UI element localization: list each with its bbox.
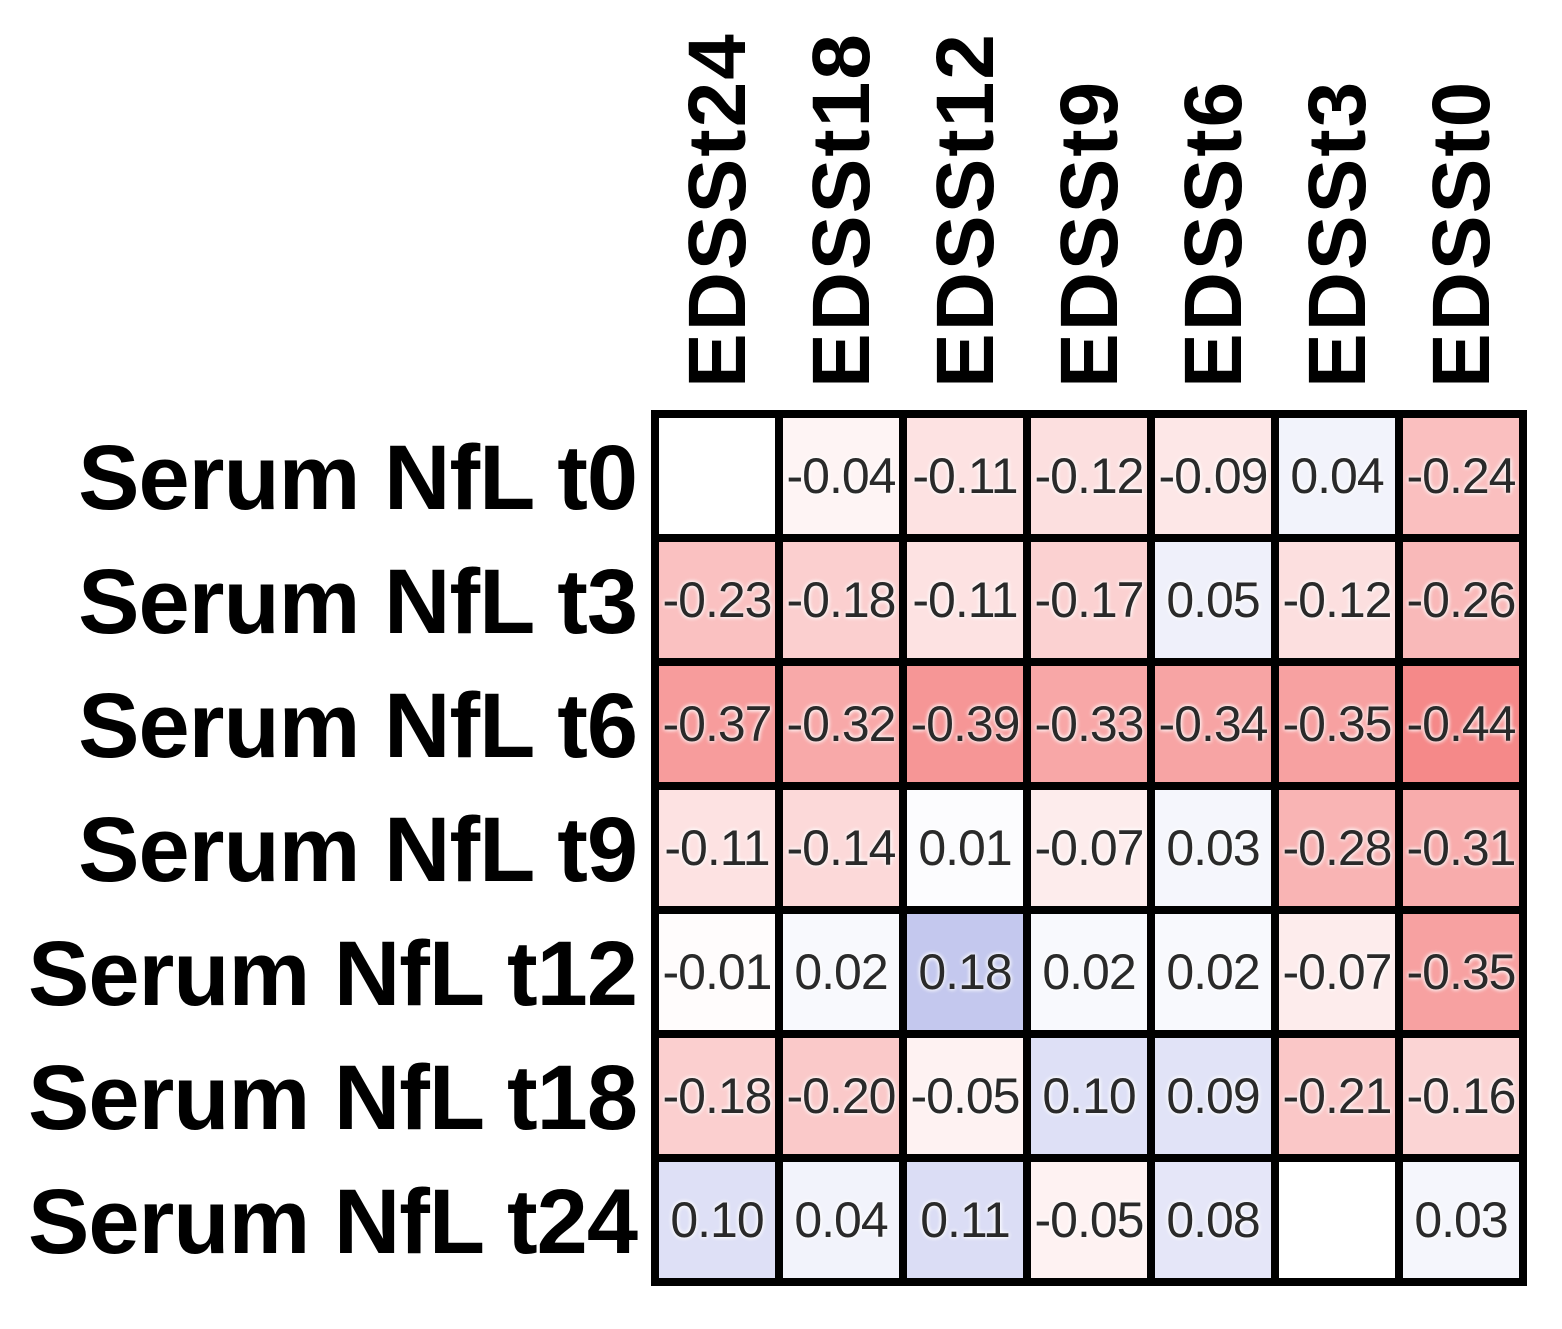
heatmap-cell-r6-c5: 0.09 [1155, 1038, 1271, 1154]
heatmap-cell-r2-c1: -0.23 [659, 542, 775, 658]
row-label-serum-nfl-t3: Serum NfL t3 [78, 551, 638, 653]
heatmap-cell-r4-c5: 0.03 [1155, 790, 1271, 906]
heatmap-cell-r1-c7: -0.24 [1403, 418, 1519, 534]
heatmap-cell-r4-c2: -0.14 [783, 790, 899, 906]
column-header-edsst9: EDSSt9 [1044, 79, 1135, 388]
heatmap-cell-r6-c7: -0.16 [1403, 1038, 1519, 1154]
heatmap-cell-r2-c7: -0.26 [1403, 542, 1519, 658]
heatmap-cell-r4-c4: -0.07 [1031, 790, 1147, 906]
heatmap-cell-r6-c3: -0.05 [907, 1038, 1023, 1154]
heatmap-cell-r5-c1: -0.01 [659, 914, 775, 1030]
row-label-serum-nfl-t6: Serum NfL t6 [78, 675, 638, 777]
heatmap-cell-r5-c7: -0.35 [1403, 914, 1519, 1030]
column-header-edsst24: EDSSt24 [672, 32, 763, 388]
row-label-serum-nfl-t12: Serum NfL t12 [27, 923, 638, 1025]
heatmap-cell-r4-c7: -0.31 [1403, 790, 1519, 906]
heatmap-cell-r7-c4: -0.05 [1031, 1162, 1147, 1278]
heatmap-cell-r7-c2: 0.04 [783, 1162, 899, 1278]
row-label-serum-nfl-t9: Serum NfL t9 [78, 799, 638, 901]
heatmap-cell-r2-c4: -0.17 [1031, 542, 1147, 658]
row-label-serum-nfl-t0: Serum NfL t0 [78, 427, 638, 529]
heatmap-cell-r5-c6: -0.07 [1279, 914, 1395, 1030]
heatmap-cell-r4-c6: -0.28 [1279, 790, 1395, 906]
row-label-serum-nfl-t18: Serum NfL t18 [27, 1047, 638, 1149]
heatmap-cell-r5-c2: 0.02 [783, 914, 899, 1030]
heatmap-grid: -0.04 -0.11 -0.12 -0.09 0.04 -0.24 -0.23 -0.18-… [651, 410, 1527, 1286]
heatmap-cell-r7-c7: 0.03 [1403, 1162, 1519, 1278]
column-header-edsst12: EDSSt12 [920, 32, 1011, 388]
heatmap-cell-r1-c2: -0.04 [783, 418, 899, 534]
heatmap-cell-r2-c5: 0.05 [1155, 542, 1271, 658]
column-header-edsst0: EDSSt0 [1416, 79, 1507, 388]
heatmap-cell-r7-c5: 0.08 [1155, 1162, 1271, 1278]
heatmap-cell-r2-c6: -0.12 [1279, 542, 1395, 658]
heatmap-cell-r5-c3: 0.18 [907, 914, 1023, 1030]
heatmap-cell-r4-c3: 0.01 [907, 790, 1023, 906]
heatmap-cell-r7-c1: 0.10 [659, 1162, 775, 1278]
heatmap-cell-r5-c4: 0.02 [1031, 914, 1147, 1030]
heatmap-cell-r7-c6 [1279, 1162, 1395, 1278]
heatmap-cell-r3-c2: -0.32 [783, 666, 899, 782]
column-header-edsst6: EDSSt6 [1168, 79, 1259, 388]
heatmap-cell-r3-c7: -0.44 [1403, 666, 1519, 782]
column-header-edsst18: EDSSt18 [796, 32, 887, 388]
heatmap-cell-r1-c6: 0.04 [1279, 418, 1395, 534]
heatmap-cell-r3-c5: -0.34 [1155, 666, 1271, 782]
heatmap-cell-r3-c6: -0.35 [1279, 666, 1395, 782]
row-label-serum-nfl-t24: Serum NfL t24 [27, 1171, 638, 1273]
heatmap-cell-r6-c4: 0.10 [1031, 1038, 1147, 1154]
column-header-edsst3: EDSSt3 [1292, 79, 1383, 388]
heatmap-cell-r4-c1: -0.11 [659, 790, 775, 906]
heatmap-cell-r1-c3: -0.11 [907, 418, 1023, 534]
heatmap-cell-r6-c6: -0.21 [1279, 1038, 1395, 1154]
heatmap-cell-r1-c5: -0.09 [1155, 418, 1271, 534]
heatmap-cell-r3-c1: -0.37 [659, 666, 775, 782]
heatmap-cell-r7-c3: 0.11 [907, 1162, 1023, 1278]
heatmap-cell-r2-c2: -0.18 [783, 542, 899, 658]
heatmap-cell-r6-c2: -0.20 [783, 1038, 899, 1154]
heatmap-cell-r1-c4: -0.12 [1031, 418, 1147, 534]
heatmap-cell-r6-c1: -0.18 [659, 1038, 775, 1154]
heatmap-cell-r2-c3: -0.11 [907, 542, 1023, 658]
heatmap-cell-r5-c5: 0.02 [1155, 914, 1271, 1030]
heatmap-cell-r3-c4: -0.33 [1031, 666, 1147, 782]
heatmap-cell-r3-c3: -0.39 [907, 666, 1023, 782]
heatmap-cell-r1-c1 [659, 418, 775, 534]
